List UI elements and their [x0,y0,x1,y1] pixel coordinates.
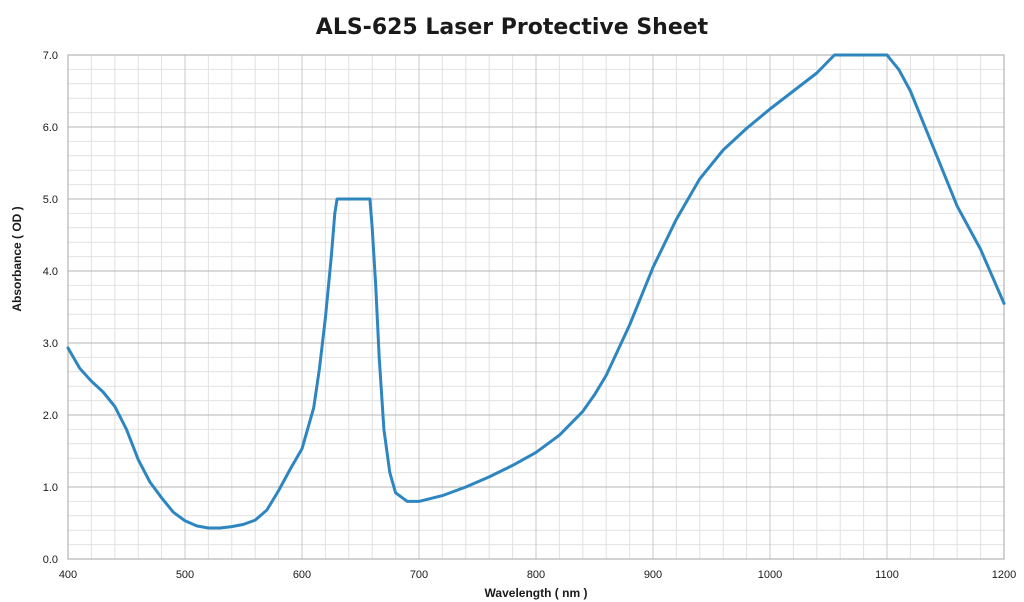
x-tick-label: 500 [176,569,194,581]
y-tick-label: 2.0 [43,410,58,422]
y-tick-label: 3.0 [43,338,58,350]
y-tick-label: 1.0 [43,482,58,494]
y-tick-label: 5.0 [43,194,58,206]
major-gridlines [68,55,1004,559]
chart-title: ALS-625 Laser Protective Sheet [316,15,709,40]
x-tick-label: 600 [293,569,311,581]
y-axis-label: Absorbance ( OD ) [10,206,24,311]
y-tick-label: 6.0 [43,122,58,134]
x-tick-label: 900 [644,569,662,581]
x-axis-ticks: 400 500 600 700 800 900 1000 1100 1200 [59,569,1016,581]
x-axis-label: Wavelength ( nm ) [485,586,588,600]
plot-area-border [67,54,1005,560]
absorbance-series-line [66,53,1006,530]
x-tick-label: 700 [410,569,428,581]
y-tick-label: 7.0 [43,50,58,62]
y-tick-label: 4.0 [43,266,58,278]
y-axis-ticks: 0.0 1.0 2.0 3.0 4.0 5.0 6.0 7.0 [43,50,58,566]
x-tick-label: 1000 [758,569,782,581]
y-tick-label: 0.0 [43,554,58,566]
x-tick-label: 1200 [992,569,1016,581]
x-tick-label: 800 [527,569,545,581]
x-tick-label: 1100 [875,569,899,581]
x-tick-label: 400 [59,569,77,581]
